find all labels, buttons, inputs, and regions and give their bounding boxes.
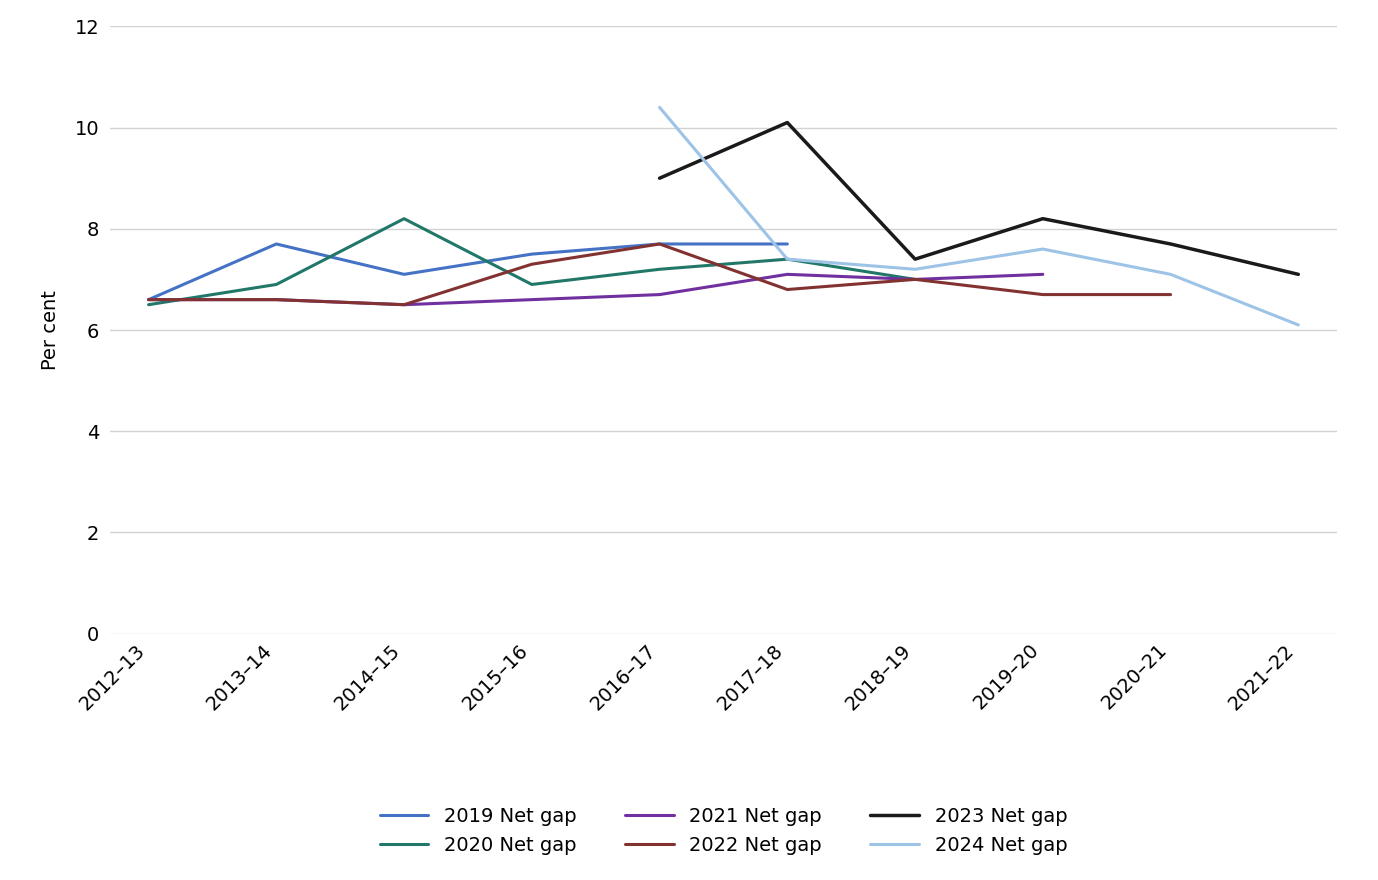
Line: 2024 Net gap: 2024 Net gap <box>660 107 1298 325</box>
Line: 2020 Net gap: 2020 Net gap <box>149 218 915 304</box>
2021 Net gap <box>524 294 540 305</box>
2022 Net gap <box>1162 290 1178 300</box>
2024 Net gap <box>907 264 923 275</box>
Line: 2023 Net gap: 2023 Net gap <box>660 122 1298 275</box>
2020 Net gap <box>907 275 923 285</box>
2023 Net gap <box>1162 238 1178 249</box>
2022 Net gap <box>524 259 540 269</box>
2024 Net gap <box>1162 269 1178 280</box>
Legend: 2019 Net gap, 2020 Net gap, 2021 Net gap, 2022 Net gap, 2023 Net gap, 2024 Net g: 2019 Net gap, 2020 Net gap, 2021 Net gap… <box>380 807 1067 854</box>
2022 Net gap <box>652 238 668 249</box>
2024 Net gap <box>652 102 668 113</box>
2024 Net gap <box>779 253 795 264</box>
2019 Net gap <box>141 294 157 305</box>
Line: 2021 Net gap: 2021 Net gap <box>149 275 1043 304</box>
Line: 2022 Net gap: 2022 Net gap <box>149 244 1170 304</box>
2021 Net gap <box>652 290 668 300</box>
2019 Net gap <box>524 249 540 260</box>
2021 Net gap <box>395 299 412 310</box>
2022 Net gap <box>395 299 412 310</box>
2023 Net gap <box>1290 269 1306 280</box>
2020 Net gap <box>141 299 157 310</box>
2021 Net gap <box>141 294 157 305</box>
2023 Net gap <box>779 117 795 128</box>
2022 Net gap <box>141 294 157 305</box>
2023 Net gap <box>652 172 668 184</box>
2020 Net gap <box>779 253 795 264</box>
2023 Net gap <box>907 253 923 264</box>
2024 Net gap <box>1290 319 1306 330</box>
2019 Net gap <box>779 238 795 249</box>
2022 Net gap <box>907 275 923 285</box>
2022 Net gap <box>1035 290 1051 300</box>
2021 Net gap <box>779 269 795 280</box>
2021 Net gap <box>1035 269 1051 280</box>
2019 Net gap <box>652 238 668 249</box>
2023 Net gap <box>1035 213 1051 224</box>
2020 Net gap <box>269 279 285 290</box>
2019 Net gap <box>269 238 285 249</box>
Y-axis label: Per cent: Per cent <box>41 290 61 370</box>
Line: 2019 Net gap: 2019 Net gap <box>149 244 787 299</box>
2019 Net gap <box>395 269 412 280</box>
2024 Net gap <box>1035 244 1051 254</box>
2021 Net gap <box>269 294 285 305</box>
2022 Net gap <box>779 284 795 295</box>
2022 Net gap <box>269 294 285 305</box>
2020 Net gap <box>524 279 540 290</box>
2020 Net gap <box>395 213 412 224</box>
2020 Net gap <box>652 264 668 275</box>
2021 Net gap <box>907 275 923 285</box>
